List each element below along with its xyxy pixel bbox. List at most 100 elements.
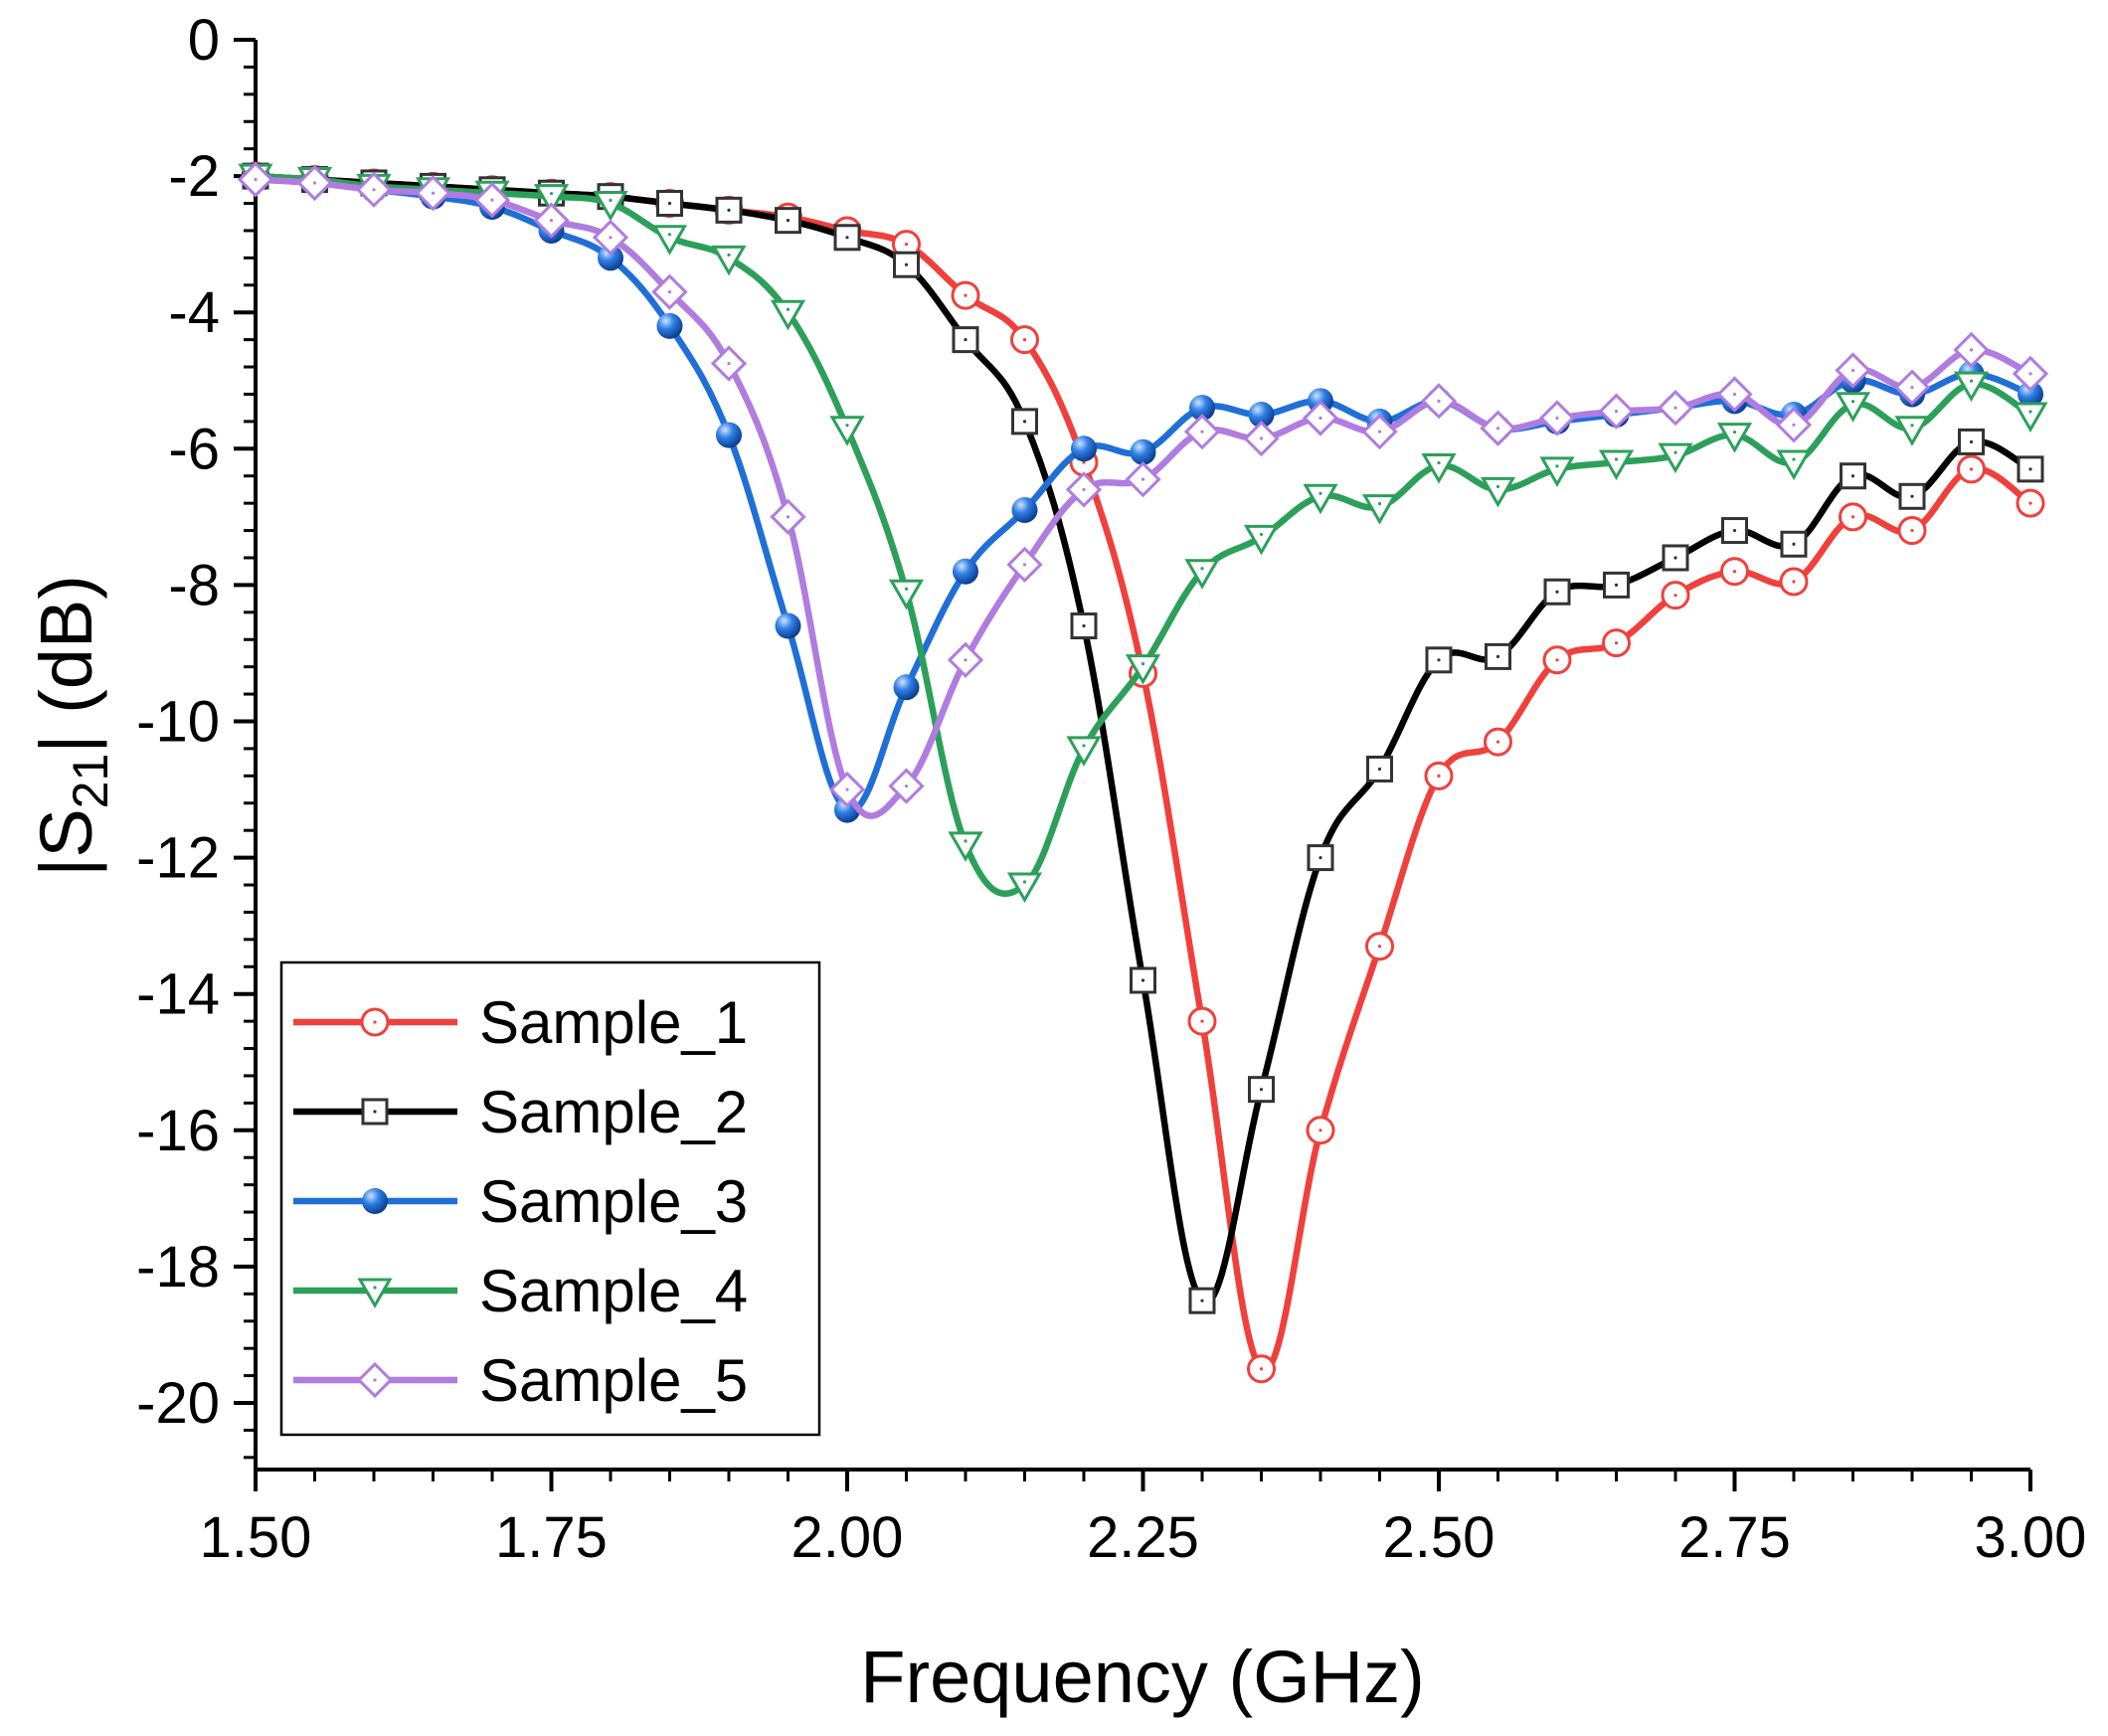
- data-point-dot: [727, 253, 731, 257]
- y-axis-title-sub: 21: [63, 754, 118, 809]
- data-point-dot: [1792, 457, 1796, 461]
- legend-item: Sample_3: [293, 1168, 748, 1235]
- data-point-dot: [2028, 467, 2032, 471]
- data-point-dot: [727, 362, 731, 366]
- data-point-dot: [609, 236, 613, 240]
- data-point-dot: [1200, 1019, 1204, 1023]
- data-point: [1539, 456, 1575, 487]
- legend-marker: [361, 1098, 389, 1126]
- series-sample-4: [238, 163, 2048, 904]
- data-point-dot: [312, 181, 317, 185]
- x-tick-label: 2.00: [791, 1505, 904, 1570]
- data-point-dot: [1732, 392, 1737, 397]
- data-point-dot: [1082, 487, 1086, 492]
- series-line: [252, 172, 2034, 897]
- y-tick-label: -6: [168, 417, 220, 481]
- series-layer: [237, 161, 2049, 1384]
- data-point-dot: [1318, 856, 1322, 860]
- x-tick-label: 2.25: [1087, 1505, 1199, 1570]
- data-point: [952, 326, 979, 354]
- data-point-dot: [1969, 467, 1974, 471]
- data-point-dot: [254, 177, 258, 182]
- data-point-dot: [904, 587, 909, 591]
- data-point: [1248, 1076, 1275, 1104]
- data-point-dot: [845, 424, 849, 428]
- data-point-dot: [1259, 1367, 1264, 1371]
- data-point-dot: [1673, 406, 1677, 410]
- y-tick-label: -10: [136, 690, 220, 755]
- data-point-dot: [1141, 978, 1145, 982]
- legend-label: Sample_1: [479, 989, 748, 1056]
- data-point-dot: [1437, 460, 1441, 465]
- data-point-dot: [1910, 386, 1914, 390]
- y-tick-label: -8: [168, 553, 220, 617]
- data-point: [1303, 483, 1338, 515]
- data-point-dot: [1555, 590, 1559, 594]
- data-point-dot: [1614, 409, 1619, 414]
- data-point-dot: [1318, 416, 1322, 421]
- data-point-dot: [1495, 740, 1500, 744]
- data-point: [2018, 381, 2043, 408]
- data-point-dot: [2028, 410, 2032, 414]
- data-point: [1421, 452, 1457, 484]
- data-point: [770, 299, 806, 331]
- data-point-dot: [1555, 658, 1559, 662]
- y-tick-label: -20: [136, 1371, 220, 1436]
- legend-label: Sample_5: [479, 1347, 748, 1414]
- data-point-dot: [1732, 430, 1737, 434]
- data-point-dot: [1082, 744, 1086, 748]
- data-point-dot: [372, 188, 376, 192]
- data-point-dot: [1910, 494, 1914, 498]
- x-tick-label: 1.50: [200, 1505, 312, 1570]
- legend-marker-dot: [373, 1378, 377, 1382]
- legend-label: Sample_4: [479, 1258, 748, 1324]
- y-tick-label: -18: [136, 1235, 220, 1300]
- data-point: [711, 245, 747, 276]
- data-point-dot: [1792, 542, 1796, 546]
- data-point-dot: [786, 515, 790, 519]
- series-sample-5: [237, 161, 2049, 819]
- x-tick-label: 2.75: [1678, 1505, 1791, 1570]
- data-point-dot: [964, 338, 967, 342]
- legend-item: Sample_5: [293, 1347, 748, 1414]
- data-point-dot: [1850, 515, 1855, 519]
- data-point: [1248, 402, 1275, 429]
- data-point-dot: [845, 787, 849, 791]
- data-point-dot: [1022, 420, 1027, 424]
- data-point-dot: [1555, 464, 1559, 468]
- data-point-dot: [667, 233, 672, 237]
- legend-item: Sample_2: [293, 1079, 748, 1145]
- data-point-dot: [667, 290, 672, 294]
- data-point: [1130, 438, 1156, 465]
- data-point: [1066, 736, 1102, 767]
- data-point: [598, 245, 623, 271]
- data-point-dot: [1377, 945, 1382, 949]
- data-point-dot: [1555, 416, 1559, 421]
- data-point-dot: [1732, 570, 1737, 574]
- data-point-dot: [1200, 1299, 1204, 1302]
- data-point-dot: [1259, 436, 1264, 440]
- x-tick-label: 1.75: [495, 1505, 608, 1570]
- data-point-dot: [1437, 399, 1441, 403]
- data-point: [1716, 423, 1753, 453]
- data-point: [1953, 371, 1990, 403]
- x-axis-ticks: 1.50 1.75 2.00 2.25 2.50 2.75 3.00: [200, 1470, 2086, 1570]
- data-point-dot: [1200, 567, 1204, 571]
- data-point: [2013, 402, 2048, 434]
- y-axis-ticks: 0 -2 -4 -6 -8 -10 -12 -14 -16 -18 -20: [136, 8, 256, 1460]
- data-point-dot: [1141, 662, 1145, 666]
- data-point-dot: [1259, 1088, 1264, 1092]
- data-point: [1776, 449, 1812, 481]
- data-point-dot: [1614, 457, 1619, 461]
- data-point: [1366, 755, 1393, 782]
- data-point: [1011, 496, 1038, 523]
- data-point-dot: [727, 208, 731, 212]
- legend-marker-dot: [373, 1020, 377, 1024]
- data-point: [829, 416, 865, 446]
- data-point-dot: [1318, 1128, 1322, 1132]
- y-axis-title-post: | (dB): [25, 575, 107, 754]
- legend-marker: [362, 1188, 388, 1214]
- data-point-dot: [490, 198, 494, 202]
- data-point: [1071, 435, 1097, 462]
